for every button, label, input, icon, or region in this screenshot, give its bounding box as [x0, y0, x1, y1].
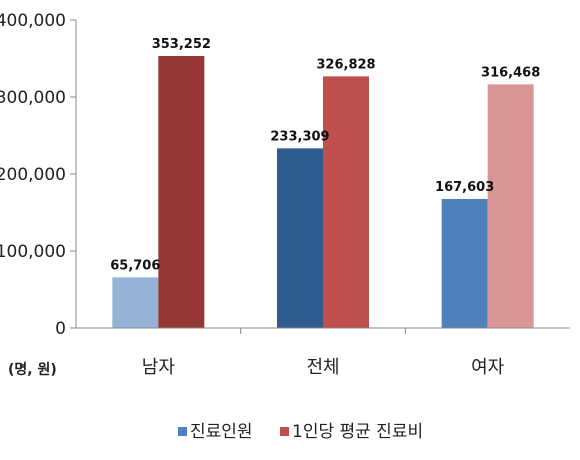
y-tick-label: 300,000 — [0, 88, 66, 108]
bar-avg-cost-0 — [158, 55, 205, 328]
bar-avg-cost-2 — [487, 84, 534, 328]
data-label: 65,706 — [110, 258, 160, 273]
y-axis: 0 100,000 200,000 300,000 400,000 — [0, 11, 77, 339]
legend-swatch — [280, 427, 289, 436]
y-tick-label: 0 — [55, 319, 66, 339]
y-tick-label: 400,000 — [0, 11, 66, 31]
unit-label: (명, 원) — [8, 361, 57, 378]
bar-patients-0 — [112, 277, 159, 328]
x-category-label: 여자 — [471, 357, 505, 378]
data-label: 316,468 — [481, 65, 540, 80]
y-tick-label: 100,000 — [0, 242, 66, 262]
data-label: 326,828 — [316, 57, 375, 72]
data-label: 353,252 — [152, 37, 211, 52]
x-category-label: 전체 — [306, 357, 339, 378]
legend: 진료인원 1인당 평균 진료비 — [178, 422, 423, 442]
bar-patients-1 — [277, 148, 323, 328]
x-category-label: 남자 — [142, 357, 176, 378]
bars — [112, 55, 534, 328]
y-tick-label: 200,000 — [0, 165, 66, 185]
legend-label: 1인당 평균 진료비 — [292, 422, 423, 442]
data-label: 233,309 — [270, 129, 329, 144]
data-label: 167,603 — [435, 180, 494, 195]
bar-patients-2 — [441, 198, 488, 328]
data-labels: 65,706 353,252 233,309 326,828 167,603 316,46… — [110, 37, 540, 273]
x-axis: 남자 전체 여자 — [76, 327, 570, 378]
bar-avg-cost-1 — [323, 76, 369, 328]
legend-label: 진료인원 — [190, 422, 253, 442]
legend-swatch — [178, 427, 187, 436]
